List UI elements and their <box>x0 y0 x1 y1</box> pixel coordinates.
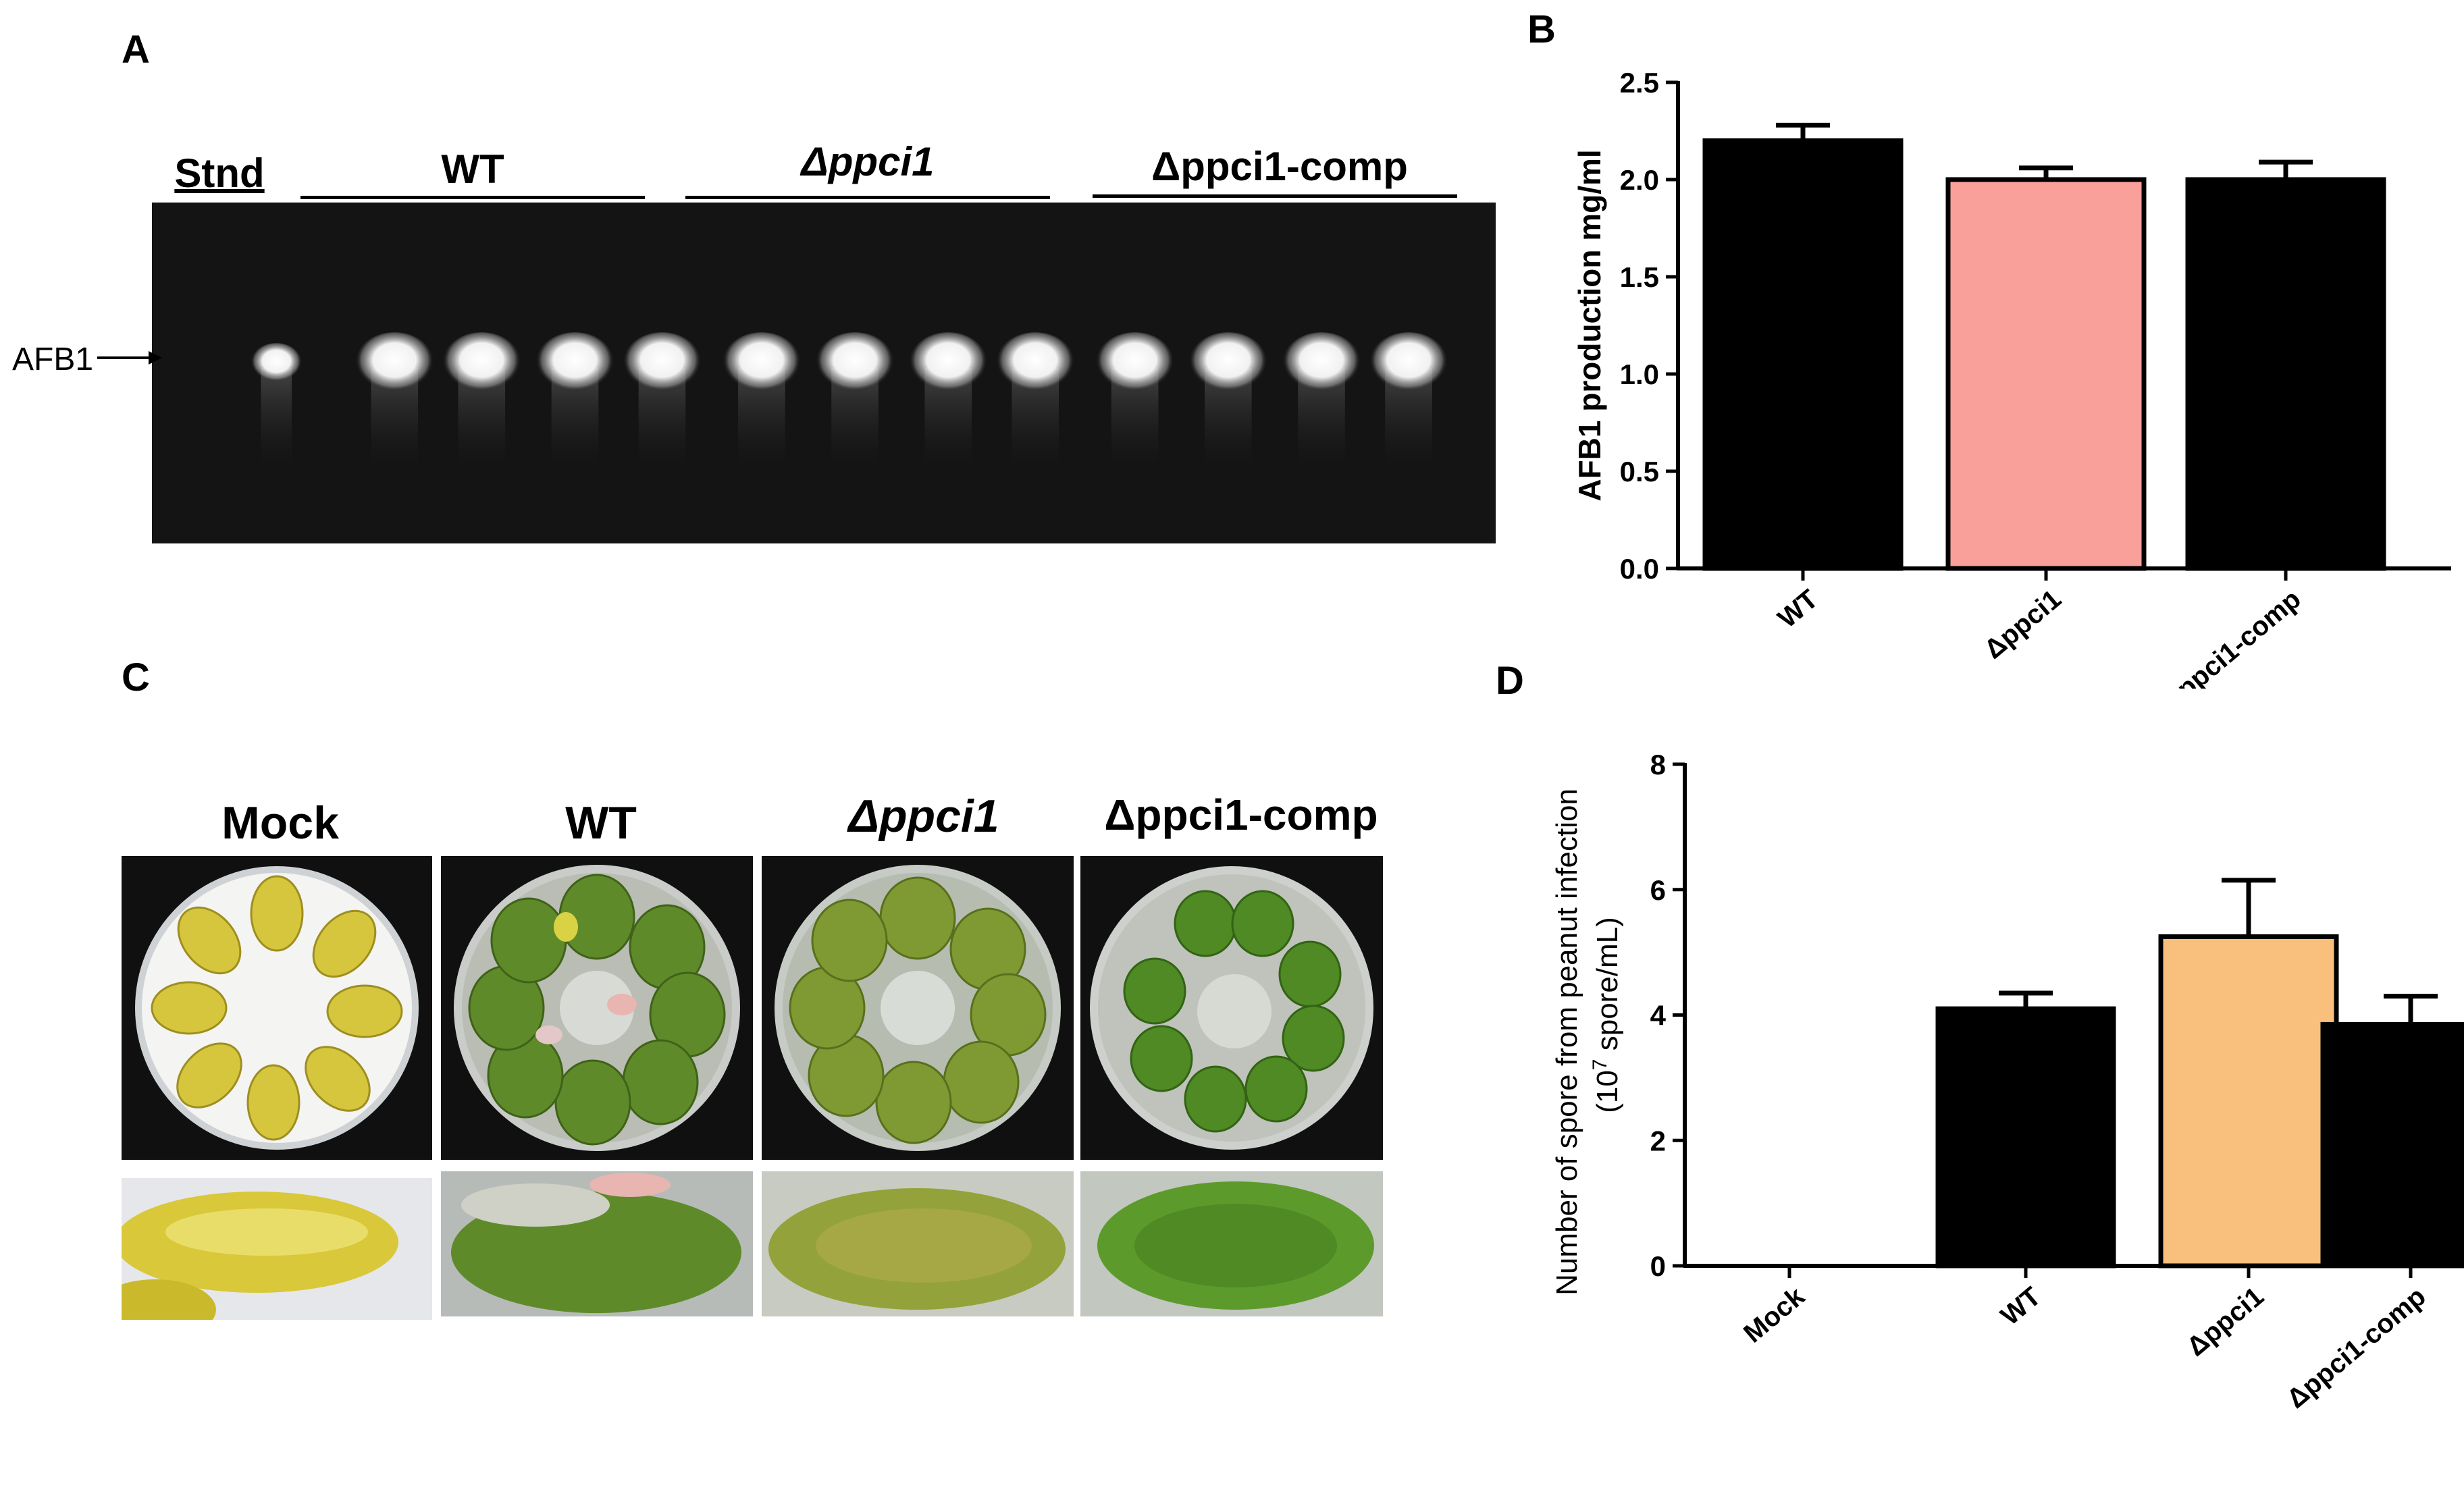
y-tick-label: 1.5 <box>1620 261 1659 293</box>
gel-spot <box>909 332 988 394</box>
x-tick-label: Δppci1 <box>2181 1281 2269 1362</box>
bar <box>1935 1006 2116 1269</box>
dish-photo-ppci1-comp <box>1080 856 1383 1160</box>
dish-photo-ppci1 <box>762 856 1074 1160</box>
y-axis-label: Number of spore from peanut infection <box>1550 789 1583 1296</box>
x-tick-label: Δppci1 <box>1978 584 2066 664</box>
gel-spot <box>355 332 434 394</box>
bar <box>2185 177 2386 571</box>
gel-spot <box>442 332 521 394</box>
y-tick-label: 0.0 <box>1620 553 1659 585</box>
gel-spot <box>722 332 801 394</box>
y-axis-label: AFB1 production mg/ml <box>1572 149 1607 501</box>
gel-spot <box>816 332 895 394</box>
y-tick-label: 1.0 <box>1620 358 1659 390</box>
y-tick-label: 8 <box>1650 749 1666 780</box>
gel-spot <box>251 343 303 383</box>
gel-spot <box>1188 332 1267 394</box>
gel-group-bar-wt <box>300 196 645 199</box>
x-tick-label: WT <box>1773 584 1824 634</box>
gel-streak <box>261 368 292 476</box>
y-tick-label: 0 <box>1650 1250 1666 1282</box>
gel-group-stnd: Stnd <box>174 151 265 196</box>
x-tick-label: Δppci1-comp <box>2157 584 2307 689</box>
gel-group-bar-ppci1-comp <box>1093 194 1457 198</box>
x-tick-label: Δppci1-comp <box>2282 1281 2432 1414</box>
afb1-arrow-icon <box>97 351 162 365</box>
gel-spot <box>535 332 614 394</box>
panel-label-a: A <box>122 28 150 72</box>
panel-label-d: D <box>1496 659 1524 703</box>
photo-label-wt: WT <box>565 797 637 849</box>
gel-spot <box>996 332 1075 394</box>
closeup-photo-mock <box>122 1178 432 1320</box>
y-axis-unit-sup: 7 <box>1589 1059 1611 1071</box>
photo-label-mock: Mock <box>221 797 339 849</box>
closeup-photo-ppci1-comp <box>1080 1171 1383 1316</box>
bar <box>2158 934 2339 1269</box>
panel-label-c: C <box>122 656 150 699</box>
gel-spot <box>623 332 702 394</box>
y-tick-label: 0.5 <box>1620 456 1659 487</box>
panel-label-b: B <box>1527 7 1556 51</box>
photo-label-ppci1-comp: Δppci1-comp <box>1104 791 1378 839</box>
y-axis-unit-pre: (10 <box>1591 1070 1624 1113</box>
gel-spot <box>1095 332 1174 394</box>
gel-group-wt: WT <box>441 146 504 192</box>
closeup-photo-ppci1 <box>762 1171 1074 1316</box>
y-axis-unit-post: spore/mL) <box>1591 917 1624 1059</box>
y-tick-label: 6 <box>1650 874 1666 906</box>
gel-group-ppci1: Δppci1 <box>801 139 935 184</box>
afb1-marker-label: AFB1 <box>12 342 94 377</box>
x-tick-label: Mock <box>1738 1281 1810 1349</box>
y-tick-label: 4 <box>1650 1000 1667 1032</box>
gel-spot <box>1282 332 1361 394</box>
bar <box>1945 177 2147 571</box>
chart-afb1-production: 0.0 0.5 1.0 1.5 2.0 2.5 WT Δppci1 Δppci1-comp AFB… <box>1572 67 2451 689</box>
bar <box>2320 1021 2464 1269</box>
bar <box>1702 138 1904 571</box>
y-axis-unit-label: (107 spore/mL) <box>1589 917 1624 1113</box>
dish-photo-wt <box>441 856 753 1160</box>
chart-spore-number: 0 2 4 6 8 Mock WT Δppci1 Δppci1-comp Number of sp… <box>1550 749 2464 1414</box>
gel-group-ppci1-comp: Δppci1-comp <box>1151 144 1408 189</box>
photo-label-ppci1: Δppci1 <box>848 791 999 842</box>
y-tick-label: 2 <box>1650 1125 1666 1156</box>
y-tick-label: 2.5 <box>1620 67 1659 99</box>
gel-group-bar-ppci1 <box>685 196 1050 199</box>
y-tick-label: 2.0 <box>1620 164 1659 196</box>
dish-photo-mock <box>122 856 432 1160</box>
gel-image <box>152 203 1496 543</box>
x-tick-label: WT <box>1995 1281 2047 1331</box>
gel-spot <box>1369 332 1448 394</box>
closeup-photo-wt <box>441 1171 753 1316</box>
